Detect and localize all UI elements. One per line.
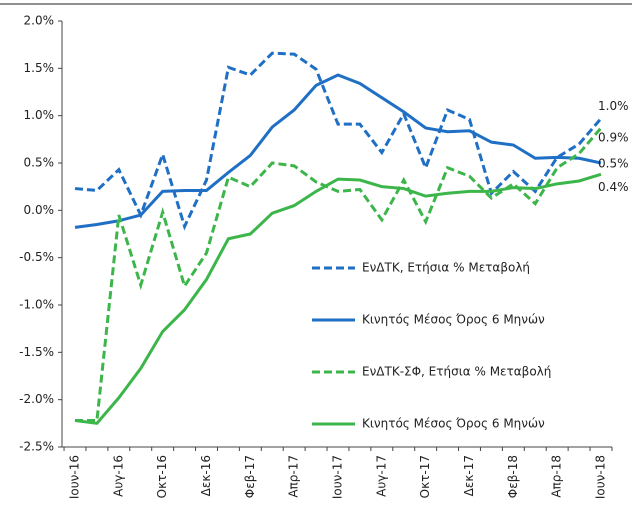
y-tick-label: 0.5%	[24, 156, 55, 170]
series-line	[75, 126, 603, 422]
legend-label: ΕνΔΤΚ-ΣΦ, Ετήσια % Μεταβολή	[362, 365, 551, 379]
x-tick-label: Οκτ-17	[418, 455, 432, 498]
data-label: 0.9%	[598, 130, 629, 144]
y-tick-label: 1.0%	[24, 108, 55, 122]
x-tick-label: Δεκ-16	[199, 455, 213, 496]
y-tick-label: 0.0%	[24, 203, 55, 217]
x-tick-label: Φεβ-18	[506, 455, 520, 498]
y-tick-label: -2.0%	[19, 392, 54, 406]
series-line	[74, 51, 603, 231]
x-tick-label: Οκτ-16	[155, 455, 169, 498]
y-tick-label: 2.0%	[24, 14, 55, 28]
x-tick-label: Απρ-17	[287, 455, 301, 498]
series-line	[74, 172, 602, 425]
x-tick-label: Αυγ-17	[374, 455, 388, 497]
x-tick-label: Ιουν-16	[68, 455, 82, 499]
legend-label: ΕνΔΤΚ, Ετήσια % Μεταβολή	[362, 261, 530, 275]
data-label: 1.0%	[598, 99, 629, 113]
y-tick-label: -1.0%	[19, 298, 54, 312]
data-label: 0.4%	[598, 180, 629, 194]
x-tick-label: Δεκ-17	[462, 455, 476, 496]
x-tick-label: Ιουν-17	[331, 455, 345, 499]
y-tick-label: 1.5%	[24, 61, 55, 75]
y-tick-label: -2.5%	[19, 440, 54, 454]
data-label: 0.5%	[598, 157, 629, 171]
y-tick-label: -0.5%	[19, 250, 54, 264]
legend-label: Κινητός Μέσος Όρος 6 Μηνών	[362, 313, 545, 327]
legend-label: Κινητός Μέσος Όρος 6 Μηνών	[362, 417, 545, 431]
x-tick-label: Ιουν-18	[594, 455, 608, 499]
series-line	[74, 73, 602, 229]
x-tick-label: Απρ-18	[550, 455, 564, 498]
y-tick-label: -1.5%	[19, 345, 54, 359]
x-tick-label: Αυγ-16	[111, 455, 125, 497]
x-tick-label: Φεβ-17	[243, 455, 257, 498]
